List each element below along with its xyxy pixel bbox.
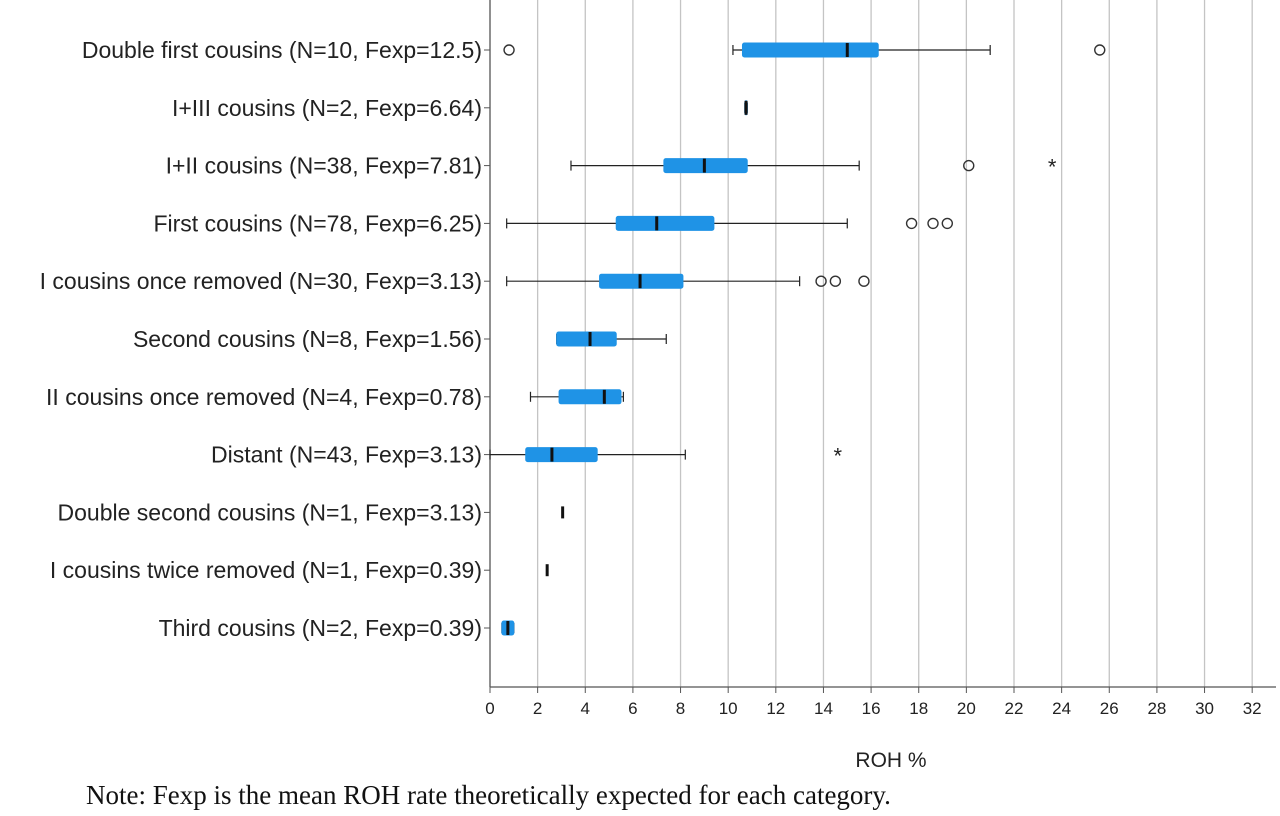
category-label: First cousins (N=78, Fexp=6.25) xyxy=(153,210,482,236)
boxplot-row xyxy=(503,42,1106,58)
x-tick-label: 30 xyxy=(1195,699,1214,718)
figure-note: Note: Fexp is the mean ROH rate theoreti… xyxy=(86,780,891,810)
outlier-point xyxy=(815,275,827,287)
category-label: Double second cousins (N=1, Fexp=3.13) xyxy=(58,499,482,525)
x-tick-label: 8 xyxy=(676,699,685,718)
boxplot-row xyxy=(529,389,624,405)
iqr-box xyxy=(558,389,622,405)
iqr-box xyxy=(741,42,879,58)
x-tick-label: 32 xyxy=(1243,699,1262,718)
outlier-point xyxy=(941,217,954,230)
x-tick-label: 24 xyxy=(1052,699,1071,718)
category-label: Second cousins (N=8, Fexp=1.56) xyxy=(133,326,482,352)
category-label: Third cousins (N=2, Fexp=0.39) xyxy=(159,615,482,641)
category-label: I+II cousins (N=38, Fexp=7.81) xyxy=(166,153,482,179)
x-tick-label: 28 xyxy=(1147,699,1166,718)
x-axis-title: ROH % xyxy=(855,749,926,772)
x-tick-label: 14 xyxy=(814,699,833,718)
category-label: II cousins once removed (N=4, Fexp=0.78) xyxy=(46,384,482,410)
boxplot-row xyxy=(556,331,667,347)
x-tick-label: 2 xyxy=(533,699,542,718)
x-axis: 0 2 4 6 8 10 12 14 16 18 20 22 24 26 28 30 32 xyxy=(484,0,1276,718)
gridlines xyxy=(536,0,1253,687)
outlier-point xyxy=(829,275,842,287)
outlier-point xyxy=(927,217,939,230)
x-tick-label: 0 xyxy=(485,699,494,718)
outlier-point xyxy=(503,44,515,56)
boxplot-row: * xyxy=(570,155,1057,180)
x-tick-label: 6 xyxy=(628,699,637,718)
extreme-point: * xyxy=(833,444,842,469)
x-tick-label: 26 xyxy=(1100,699,1119,718)
x-tick-label: 12 xyxy=(766,699,785,718)
iqr-box xyxy=(556,331,617,347)
iqr-box xyxy=(615,215,715,231)
x-tick-label: 20 xyxy=(957,699,976,718)
x-tick-label: 22 xyxy=(1005,699,1024,718)
iqr-box xyxy=(525,447,598,463)
boxplot-row xyxy=(744,100,748,116)
boxplot-row: * xyxy=(489,444,842,469)
boxplot-row xyxy=(506,215,954,231)
x-tick-label: 16 xyxy=(862,699,881,718)
outlier-point xyxy=(858,275,870,287)
category-label: I+III cousins (N=2, Fexp=6.64) xyxy=(172,95,482,121)
extreme-point: * xyxy=(1048,155,1057,180)
category-label: Distant (N=43, Fexp=3.13) xyxy=(211,442,482,468)
category-labels: Double first cousins (N=10, Fexp=12.5) I+… xyxy=(40,37,482,641)
outlier-point xyxy=(905,217,918,230)
category-label: I cousins once removed (N=30, Fexp=3.13) xyxy=(40,268,482,294)
x-tick-label: 4 xyxy=(581,699,590,718)
boxplot-row xyxy=(501,620,515,636)
boxplot-row xyxy=(506,273,870,289)
category-label: Double first cousins (N=10, Fexp=12.5) xyxy=(82,37,482,63)
outlier-point xyxy=(963,159,975,172)
category-label: I cousins twice removed (N=1, Fexp=0.39) xyxy=(50,557,482,583)
x-tick-label: 18 xyxy=(909,699,928,718)
x-tick-label: 10 xyxy=(719,699,738,718)
boxplot-marks: ** xyxy=(489,42,1106,636)
outlier-point xyxy=(1094,44,1106,56)
boxplot-chart: 0 2 4 6 8 10 12 14 16 18 20 22 24 26 28 30 32 Double fir… xyxy=(40,0,1276,772)
